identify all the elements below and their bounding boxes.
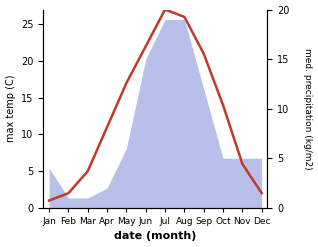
Y-axis label: max temp (C): max temp (C) [5,75,16,143]
X-axis label: date (month): date (month) [114,231,197,242]
Y-axis label: med. precipitation (kg/m2): med. precipitation (kg/m2) [303,48,313,169]
